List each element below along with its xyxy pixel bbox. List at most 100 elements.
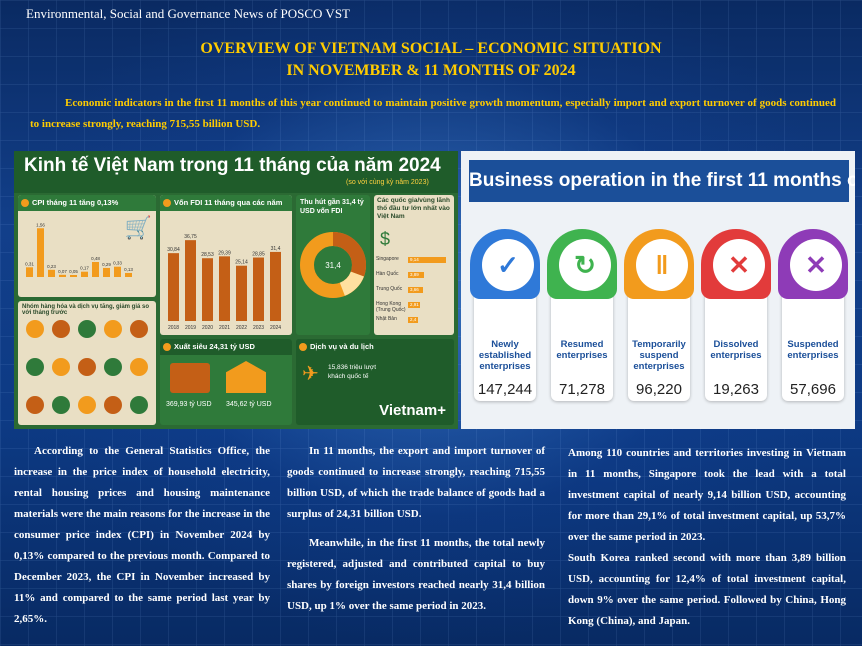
country-name: Trung Quốc [376,286,403,292]
korea-paragraph: South Korea ranked second with more than… [568,552,846,627]
card-body: Temporarily suspend enterprises [628,281,690,401]
fdi-bar [202,258,213,321]
card-label: Suspended enterprises [787,339,839,361]
fdi-year-label: 2021 [219,325,230,331]
cpi-bar [92,262,99,277]
infographic-header: Kinh tế Việt Nam trong 11 tháng của năm … [14,151,458,193]
business-card: Suspended enterprises ✕ 57,696 [778,229,848,407]
dollar-icon: $ [380,229,391,249]
fdi-panel-header: Vốn FDI 11 tháng qua các năm [160,195,292,211]
country-value: 3,66 [410,287,419,292]
cpi-bar [125,272,132,277]
business-card: Temporarily suspend enterprises ‖ 96,220 [624,229,694,407]
card-value: 19,263 [713,381,759,398]
country-value: 9,14 [410,257,419,262]
country-value: 3,89 [410,272,419,277]
goods-category-icon [78,358,96,376]
country-name: Hong Kong (Trung Quốc) [376,301,406,313]
cpi-bar-label: 0,13 [124,267,133,272]
card-label: Temporarily suspend enterprises [632,339,686,372]
fdi-bar-label: 30,84 [167,247,180,253]
fdi-bar [219,256,230,321]
card-value: 147,244 [477,381,533,398]
fdi-year-label: 2022 [236,325,247,331]
country-bar [408,302,421,308]
goods-category-icon [78,396,96,414]
fdi-bar [168,253,179,321]
fdi-bar-label: 29,39 [218,250,231,256]
goods-panel-title: Nhóm hàng hóa và dịch vụ tăng, giảm giá … [22,304,150,316]
fdi-bar [185,240,196,321]
cpi-bar-label: 0,29 [102,262,111,267]
fdi-bar-label: 28,85 [252,252,265,258]
top-investors-panel: Các quốc gia/vùng lãnh thổ đầu tư lớn nh… [374,195,454,335]
card-body: Resumed enterprises [551,281,613,401]
card-top: ↻ [547,229,617,299]
card-label: Resumed enterprises [556,339,608,361]
top-investors-title: Các quốc gia/vùng lãnh thổ đầu tư lớn nh… [377,197,450,220]
country-bar [408,287,424,293]
cpi-bar [37,228,44,277]
column-cpi: According to the General Statistics Offi… [14,445,270,625]
tourism-panel: Dịch vụ và du lịch ✈ 15,836 triệu lượt k… [296,339,454,425]
fdi-attract-panel: Thu hút gần 31,4 tỷ USD vốn FDI 31,4 [296,195,370,335]
fdi-donut-chart: 31,4 [300,232,366,298]
card-top: ✕ [701,229,771,299]
country-list: Singapore 9,14 Hàn Quốc 3,89 Trung Quốc 3,66 H… [376,255,452,330]
goods-category-icon [104,396,122,414]
column-trade: In 11 months, the export and import turn… [287,441,545,617]
fdi-bar-label: 25,14 [235,260,248,266]
goods-category-icon [130,358,148,376]
card-body: Newly established enterprises [474,281,536,401]
country-value: 2,4 [410,317,417,322]
newsletter-header: Environmental, Social and Governance New… [26,6,350,21]
tourism-visitors: 15,836 triệu lượt khách quốc tế [328,364,377,380]
vietnam-economy-infographic: Kinh tế Việt Nam trong 11 tháng của năm … [14,151,458,429]
fdi-year-label: 2020 [202,325,213,331]
country-bar [408,272,425,278]
card-value: 57,696 [790,381,836,398]
goods-icon-grid [22,317,152,425]
refresh-icon: ↻ [559,239,611,291]
cpi-bar [26,267,33,277]
cpi-bar [81,271,88,277]
cpi-bar-label: 0,23 [47,264,56,269]
business-header: Business operation in the first 11 month… [469,160,855,202]
goods-category-icon [26,358,44,376]
country-row: Nhật Bản 2,4 [376,315,452,330]
page-title-line-2: IN NOVEMBER & 11 MONTHS OF 2024 [286,62,576,79]
goods-category-icon [26,320,44,338]
check-icon: ✓ [482,239,534,291]
goods-panel: Nhóm hàng hóa và dịch vụ tăng, giảm giá … [18,301,156,425]
cpi-bar-chart: 0,31 1,56 0,230,07 0,050,170,480,29 0,330,13 [25,222,133,277]
fdi-bar-label: 31,4 [271,246,281,252]
goods-category-icon [26,396,44,414]
cpi-bar-label: 0,48 [91,256,100,261]
page-title-line-1: OVERVIEW OF VIETNAM SOCIAL – ECONOMIC SI… [200,40,662,57]
fdi-attract-title: Thu hút gần 31,4 tỷ USD vốn FDI [300,199,364,215]
cpi-bar-label: 0,31 [25,261,34,266]
vietnamplus-logo: Vietnam+ [379,402,446,419]
card-top: ✕ [778,229,848,299]
x-icon: ✕ [790,239,842,291]
infographic-title: Kinh tế Việt Nam trong 11 tháng của năm … [24,155,441,176]
fdi-year-label: 2019 [185,325,196,331]
country-name: Nhật Bản [376,316,397,322]
travelers-icon: ✈ [302,363,319,385]
svg-text:31,4: 31,4 [325,261,341,270]
warehouse-icon [226,361,266,393]
goods-category-icon [52,320,70,338]
cpi-bar-label: 0,17 [80,266,89,271]
goods-category-icon [52,396,70,414]
business-title: Business operation in the first 11 month… [469,170,855,191]
fdi-bar-label: 28,53 [201,252,214,258]
trade-paragraph: In 11 months, the export and import turn… [287,445,545,520]
card-label: Dissolved enterprises [710,339,762,361]
fdi-bar [253,257,264,321]
goods-category-icon [104,358,122,376]
intro-paragraph: Economic indicators in the first 11 mont… [30,97,836,130]
country-row: Hong Kong (Trung Quốc) 2,91 [376,300,452,315]
cpi-bar [70,275,77,277]
fdi-bar [270,251,281,321]
country-value: 2,91 [410,302,419,307]
